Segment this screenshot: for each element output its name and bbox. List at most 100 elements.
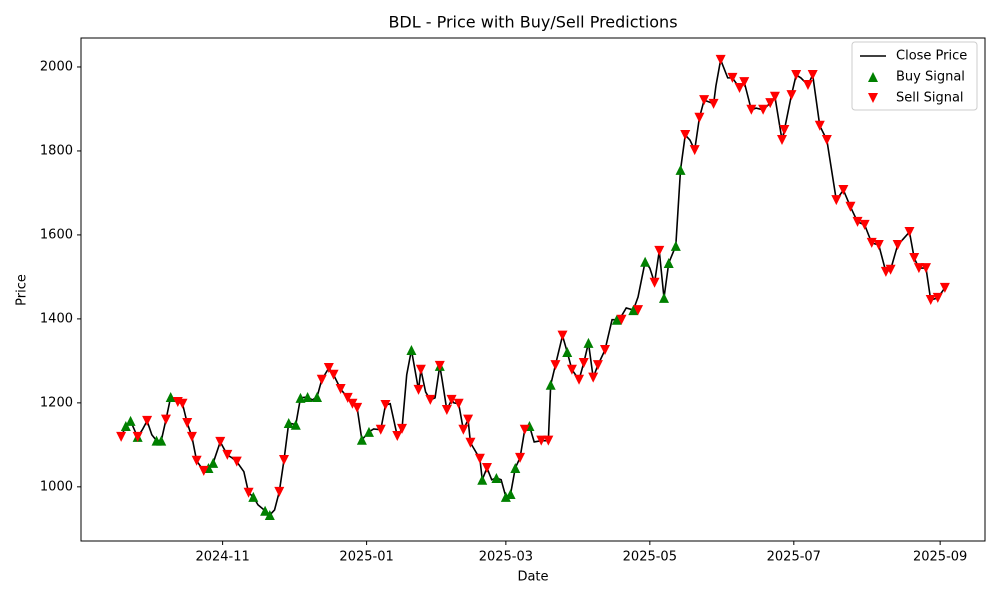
sell-marker [892, 239, 903, 250]
x-axis-label: Date [517, 570, 548, 585]
sell-marker [335, 384, 346, 395]
sell-marker [474, 453, 485, 464]
sell-marker [231, 456, 242, 467]
sell-marker [316, 374, 327, 385]
x-tick-label: 2025-09 [913, 550, 967, 565]
sell-marker [885, 264, 896, 275]
legend-label: Buy Signal [896, 70, 965, 85]
sell-marker [859, 219, 870, 230]
sell-marker [694, 112, 705, 123]
sell-marker [802, 80, 813, 91]
buy-marker [406, 344, 417, 355]
sell-marker [323, 363, 334, 374]
x-tick-label: 2025-03 [479, 550, 533, 565]
sell-marker [566, 364, 577, 375]
sell-marker [215, 436, 226, 447]
sell-marker [831, 195, 842, 206]
sell-marker [392, 431, 403, 442]
sell-marker [939, 282, 950, 293]
sell-marker [186, 431, 197, 442]
plot-frame [80, 37, 986, 542]
sell-marker [925, 294, 936, 305]
sell-marker [465, 437, 476, 448]
buy-marker [675, 164, 686, 175]
sell-marker [458, 424, 469, 435]
y-tick-label: 2000 [40, 59, 73, 74]
sell-marker [243, 487, 254, 498]
buy-marker [545, 379, 556, 390]
buy-marker [356, 434, 367, 445]
sell-marker [758, 104, 769, 115]
sell-marker [786, 90, 797, 101]
sell-marker [866, 237, 877, 248]
sell-marker [734, 82, 745, 93]
sell-marker [649, 277, 660, 288]
sell-marker [699, 95, 710, 106]
sell-marker [557, 330, 568, 341]
sell-marker [791, 69, 802, 80]
buy-marker [156, 435, 167, 446]
sell-marker [198, 465, 209, 476]
sell-marker [689, 145, 700, 156]
sell-marker [932, 292, 943, 303]
buy-marker [670, 240, 681, 251]
sell-marker [715, 54, 726, 65]
sell-marker [680, 129, 691, 140]
buy-marker [500, 491, 511, 502]
sell-marker [434, 360, 445, 371]
chart-title: BDL - Price with Buy/Sell Predictions [388, 13, 677, 32]
legend-label: Close Price [896, 49, 967, 64]
sell-marker [182, 418, 193, 429]
sell-marker [274, 486, 285, 497]
sell-marker [777, 135, 788, 146]
buy-marker [264, 509, 275, 520]
sell-marker [599, 344, 610, 355]
price-line [120, 56, 946, 517]
x-tick-label: 2025-01 [339, 550, 393, 565]
sell-marker [453, 398, 464, 409]
buy-marker [640, 256, 651, 267]
sell-marker [415, 364, 426, 375]
sell-marker [519, 424, 530, 435]
y-tick-label: 1000 [40, 479, 73, 494]
sell-marker [852, 216, 863, 227]
sell-marker [633, 305, 644, 316]
sell-marker [727, 72, 738, 83]
sell-marker [574, 374, 585, 385]
sell-marker [342, 392, 353, 403]
buy-marker [120, 420, 131, 431]
sell-marker [913, 263, 924, 274]
x-tick-label: 2025-05 [623, 550, 677, 565]
buy-marker [663, 258, 674, 269]
sell-marker [515, 452, 526, 463]
sell-marker [588, 372, 599, 383]
buy-marker [290, 419, 301, 430]
buy-marker [491, 473, 502, 484]
buy-marker [125, 415, 136, 426]
sell-marker [814, 120, 825, 131]
x-tick-label: 2025-07 [767, 550, 821, 565]
buy-marker [312, 391, 323, 402]
sell-marker [746, 104, 757, 115]
y-tick-label: 1200 [40, 395, 73, 410]
sell-marker [397, 423, 408, 434]
sell-marker [543, 435, 554, 446]
y-axis-label: Price [15, 274, 30, 306]
sell-marker [739, 77, 750, 88]
sell-marker [873, 239, 884, 250]
buy-marker [505, 488, 516, 499]
sell-marker [845, 201, 856, 212]
sell-marker [821, 135, 832, 146]
x-tick-label: 2024-11 [195, 550, 249, 565]
buy-marker [658, 292, 669, 303]
legend-box [851, 41, 978, 111]
sell-marker [463, 414, 474, 425]
buy-marker [477, 474, 488, 485]
sell-marker [769, 91, 780, 102]
sell-marker [654, 245, 665, 256]
buy-marker [628, 305, 639, 316]
sell-marker [347, 398, 358, 409]
buy-marker [165, 391, 176, 402]
sell-marker [909, 253, 920, 264]
